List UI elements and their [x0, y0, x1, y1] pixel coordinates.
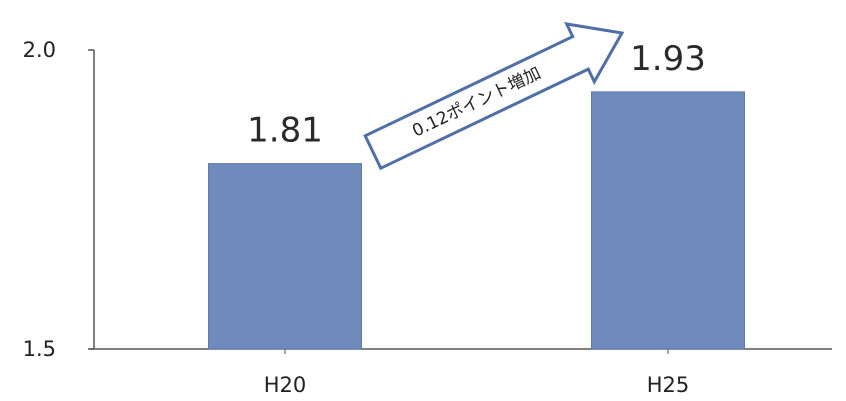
labels: H20 1.81 H25 1.93	[247, 39, 706, 397]
data-label: 1.81	[247, 111, 323, 151]
data-label: 1.93	[630, 39, 706, 79]
bar	[591, 91, 745, 350]
increase-annotation: 0.12ポイント増加	[363, 22, 625, 171]
y-tick-label: 1.5	[23, 337, 56, 361]
bars	[208, 91, 745, 350]
bar	[208, 163, 362, 350]
y-tick-label: 2.0	[23, 38, 56, 62]
x-tick-label: H25	[647, 373, 690, 397]
x-tick-label: H20	[264, 373, 307, 397]
annotation-text: 0.12ポイント増加	[409, 63, 544, 141]
annotation-arrow	[363, 22, 625, 171]
